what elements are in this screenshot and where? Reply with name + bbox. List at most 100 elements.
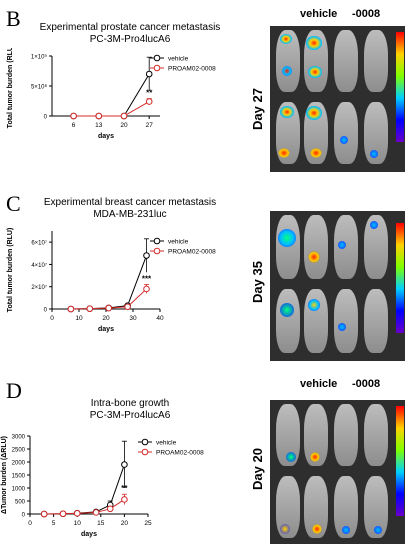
x-tick-label: 25 [144, 520, 152, 527]
x-tick-label: 0 [50, 315, 54, 322]
x-tick-label: 20 [121, 520, 129, 527]
panel-title-line2: PC-3M-Pro4lucA6 [89, 34, 171, 45]
x-tick-label: 6 [72, 122, 76, 129]
bioluminescence-image-c [270, 211, 405, 361]
chart-d: 0 500 1000 1500 2000 2500 3000 0 5 10 15 20 25 days ΔT… [1, 435, 204, 539]
y-tick-label: 2500 [12, 448, 26, 454]
y-tick-label: 5×10⁸ [31, 84, 48, 91]
x-axis-label: days [81, 531, 97, 538]
legend-label: vehicle [168, 239, 189, 246]
legend-label: vehicle [168, 56, 189, 63]
y-tick-label: 500 [15, 500, 26, 506]
signal-spot [308, 66, 322, 78]
signal-spot [310, 452, 320, 462]
mouse [364, 30, 388, 92]
data-point [145, 70, 153, 78]
series-line [70, 255, 147, 310]
signal-spot [338, 241, 346, 249]
legend-marker [153, 247, 161, 255]
data-point [67, 305, 75, 313]
signal-spot [310, 148, 322, 158]
y-tick-label: 1500 [12, 474, 26, 480]
panel-title-line2: PC-3M-Pro4lucA6 [89, 410, 171, 421]
panel-c: C Experimental breast cancer metastasis … [0, 185, 419, 370]
data-point [95, 112, 103, 120]
panel-title-line2: MDA-MB-231luc [93, 209, 167, 220]
data-point [143, 252, 150, 259]
data-point [86, 305, 94, 312]
x-tick-label: 15 [97, 520, 105, 527]
data-point [121, 496, 128, 503]
column-label-drug: -0008 [352, 8, 381, 20]
column-label-drug: -0008 [352, 378, 381, 390]
mouse [334, 289, 358, 353]
panel-letter: B [6, 6, 21, 31]
color-scale-bar [396, 406, 404, 516]
panel-letter: C [6, 191, 21, 216]
x-tick-label: 20 [120, 122, 128, 129]
legend-marker [153, 64, 161, 72]
mouse [334, 30, 358, 92]
legend-label: PROAM02-0008 [168, 249, 216, 256]
panel-letter: D [6, 378, 22, 403]
x-tick-label: 20 [102, 315, 110, 322]
data-point [92, 509, 100, 516]
day-label: Day 35 [250, 261, 265, 303]
x-tick-label: 5 [52, 520, 56, 527]
panel-b: B Experimental prostate cancer metastasi… [0, 0, 419, 185]
signal-spot [280, 303, 294, 317]
data-point [143, 285, 150, 293]
column-label-vehicle: vehicle [300, 8, 338, 20]
y-tick-label: 0 [44, 115, 48, 121]
x-tick-label: 40 [156, 315, 164, 322]
legend-marker [141, 448, 149, 456]
y-axis-label: Total tumor burden (RLU) [7, 228, 14, 313]
x-axis-label: days [98, 326, 114, 333]
panel-title-line1: Experimental breast cancer metastasis [43, 197, 217, 208]
mouse [276, 289, 300, 353]
data-point [73, 510, 81, 517]
series-line [73, 73, 150, 117]
data-point [106, 505, 114, 513]
signal-spot [338, 323, 346, 331]
signal-spot [280, 106, 294, 118]
legend-label: PROAM02-0008 [168, 66, 216, 73]
signal-spot [374, 526, 382, 534]
y-tick-label: 4×10⁷ [31, 262, 47, 269]
bioluminescence-image-d [270, 400, 405, 544]
y-tick-label: 1000 [12, 487, 26, 493]
signal-spot [280, 524, 290, 534]
legend-label: vehicle [156, 440, 177, 447]
x-axis-label: days [98, 133, 114, 140]
signal-spot [312, 524, 322, 534]
signal-spot [278, 148, 290, 158]
y-tick-label: 3000 [12, 435, 26, 441]
signal-spot [342, 526, 350, 534]
bioluminescence-image-b [270, 26, 405, 172]
significance-label: ** [146, 89, 153, 98]
significance-label: ** [121, 484, 128, 493]
legend-label: PROAM02-0008 [156, 450, 204, 457]
panel-d: D Intra-bone growth PC-3M-Pro4lucA6 0 500… [0, 370, 419, 550]
signal-spot [308, 299, 320, 311]
legend-marker [153, 237, 161, 245]
signal-spot [280, 34, 292, 44]
mouse [276, 215, 300, 279]
day-label: Day 27 [250, 88, 265, 130]
mouse [364, 404, 388, 466]
x-tick-label: 30 [129, 315, 137, 322]
y-tick-label: 2×10⁷ [31, 284, 47, 291]
data-point [105, 304, 112, 312]
signal-spot [282, 66, 292, 76]
signal-spot [370, 221, 378, 229]
y-axis-label: Total tumor burden (RLU) [7, 48, 14, 128]
x-tick-label: 10 [74, 520, 82, 527]
mouse [334, 404, 358, 466]
signal-spot [370, 150, 378, 158]
data-point [120, 112, 128, 120]
mouse [364, 289, 388, 353]
color-scale-bar [396, 223, 404, 333]
mouse [304, 215, 328, 279]
day-label: Day 20 [250, 448, 265, 490]
signal-spot [278, 229, 296, 247]
